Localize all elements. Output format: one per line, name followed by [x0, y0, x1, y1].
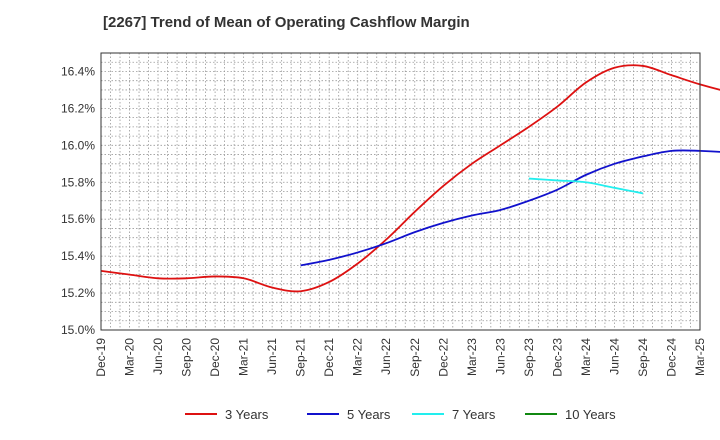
series-line-7-years: [528, 177, 644, 195]
y-tick-label: 15.2%: [61, 286, 95, 300]
x-tick-label: Dec-21: [322, 338, 336, 377]
x-tick-label: Mar-23: [465, 338, 479, 376]
legend-label: 3 Years: [225, 407, 269, 422]
x-tick-label: Jun-21: [265, 338, 279, 375]
x-tick-label: Sep-21: [294, 338, 308, 377]
legend-label: 7 Years: [452, 407, 496, 422]
x-tick-label: Mar-20: [123, 338, 137, 376]
x-tick-label: Mar-24: [579, 338, 593, 376]
series-line-5-years: [300, 149, 720, 267]
x-tick-label: Jun-20: [151, 338, 165, 375]
x-tick-label: Sep-20: [180, 338, 194, 377]
y-tick-label: 15.6%: [61, 212, 95, 226]
x-tick-label: Jun-22: [379, 338, 393, 375]
legend-label: 5 Years: [347, 407, 391, 422]
y-tick-label: 15.0%: [61, 323, 95, 337]
y-tick-label: 15.8%: [61, 175, 95, 189]
x-tick-label: Sep-22: [408, 338, 422, 377]
x-tick-label: Mar-22: [351, 338, 365, 376]
x-tick-label: Dec-20: [208, 338, 222, 377]
y-tick-label: 16.0%: [61, 138, 95, 152]
x-tick-label: Dec-22: [436, 338, 450, 377]
x-tick-label: Jun-23: [493, 338, 507, 375]
y-tick-label: 16.2%: [61, 101, 95, 115]
y-tick-label: 16.4%: [61, 64, 95, 78]
x-tick-label: Mar-25: [693, 338, 707, 376]
x-tick-label: Jun-24: [607, 338, 621, 375]
x-tick-label: Dec-24: [664, 338, 678, 377]
x-tick-label: Mar-21: [237, 338, 251, 376]
legend-label: 10 Years: [565, 407, 616, 422]
x-tick-label: Dec-23: [550, 338, 564, 377]
x-tick-label: Sep-24: [636, 338, 650, 377]
x-tick-label: Sep-23: [522, 338, 536, 377]
y-tick-label: 15.4%: [61, 249, 95, 263]
plot-area: [101, 53, 700, 330]
chart-title: [2267] Trend of Mean of Operating Cashfl…: [103, 14, 470, 31]
x-tick-label: Dec-19: [94, 338, 108, 377]
plot-border: [100, 52, 701, 331]
series-line-3-years: [100, 64, 720, 293]
